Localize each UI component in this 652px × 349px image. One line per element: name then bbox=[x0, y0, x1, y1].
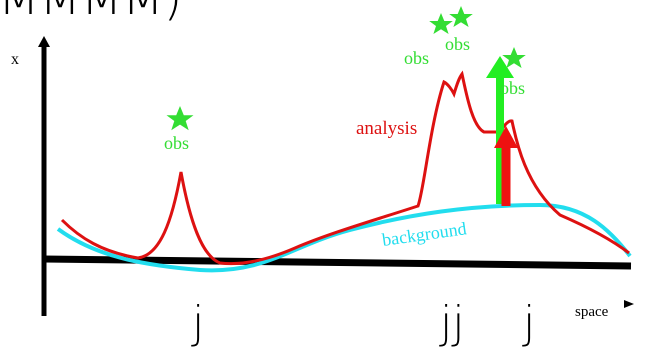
background-curve bbox=[56, 202, 632, 273]
analysis-label: analysis bbox=[356, 118, 417, 139]
observation-label: obs bbox=[500, 78, 525, 98]
analysis-curve bbox=[60, 70, 630, 266]
observation-star-icon bbox=[502, 47, 526, 68]
y-axis-label: x bbox=[11, 51, 19, 68]
x-axis bbox=[43, 255, 632, 270]
observation-location-j: jj bbox=[439, 297, 464, 348]
observation-label: obs bbox=[445, 34, 470, 54]
y-axis-arrowhead bbox=[38, 36, 50, 47]
observation-location-j: j bbox=[191, 297, 204, 348]
space-arrow bbox=[624, 300, 634, 308]
observation-star-icon bbox=[166, 106, 194, 131]
observation-star-icon bbox=[449, 6, 473, 27]
observation-label: obs bbox=[404, 48, 429, 68]
innovation-arrow-head bbox=[486, 56, 514, 78]
title-fragment: MMMM) bbox=[0, 0, 182, 26]
observation-location-j: j bbox=[522, 297, 535, 348]
increment-arrow-head bbox=[494, 126, 518, 148]
background-label: background bbox=[381, 218, 468, 250]
x-axis-label: space bbox=[575, 304, 609, 320]
observation-star-icon bbox=[429, 13, 453, 34]
observation-label: obs bbox=[164, 133, 189, 153]
